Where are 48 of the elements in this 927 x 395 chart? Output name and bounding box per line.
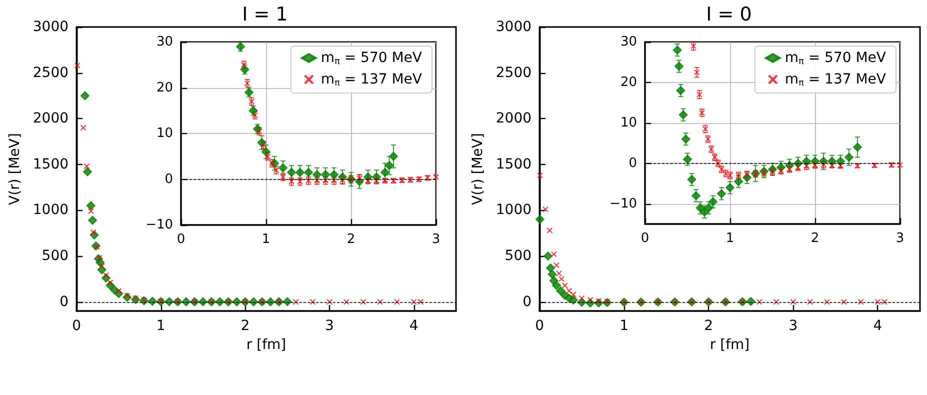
x-tick-label: 4 <box>873 318 882 334</box>
y-tick-label: 2000 <box>496 110 532 127</box>
x-tick-label: 3 <box>432 232 440 247</box>
x-tick-label: 3 <box>325 318 334 334</box>
chart-title: I = 0 <box>706 4 752 26</box>
y-tick-label: 0 <box>60 294 69 310</box>
y-tick-label: −10 <box>610 196 637 212</box>
x-axis-title: r [fm] <box>246 336 286 353</box>
y-tick-label: 0 <box>628 156 637 171</box>
y-tick-label: 2500 <box>496 64 532 81</box>
y-tick-label: −10 <box>146 218 173 232</box>
chart-title: I = 1 <box>242 4 288 26</box>
y-tick-label: 2000 <box>32 110 69 127</box>
y-tick-label: 30 <box>620 34 637 50</box>
x-tick-label: 4 <box>409 318 418 334</box>
y-tick-label: 20 <box>620 74 637 90</box>
y-tick-label: 500 <box>504 248 532 264</box>
y-tick-label: 1500 <box>496 156 532 172</box>
y-tick-label: 20 <box>156 80 173 96</box>
y-axis-title: V(r) [MeV] <box>470 133 486 205</box>
y-tick-label: 1000 <box>496 202 532 218</box>
y-tick-label: 500 <box>42 248 69 264</box>
x-tick-label: 3 <box>788 318 798 334</box>
y-tick-label: 1500 <box>32 156 69 172</box>
x-tick-label: 2 <box>810 231 820 246</box>
y-tick-label: 3000 <box>32 19 69 35</box>
y-tick-label: 10 <box>620 115 637 130</box>
x-axis-title: r [fm] <box>710 336 750 353</box>
x-tick-label: 2 <box>704 318 714 334</box>
x-tick-label: 2 <box>240 318 250 334</box>
y-tick-label: 3000 <box>496 19 532 35</box>
y-axis-title: V(r) [MeV] <box>7 133 23 205</box>
y-tick-label: 0 <box>164 172 173 187</box>
x-tick-label: 3 <box>896 231 904 246</box>
x-tick-label: 0 <box>176 232 186 247</box>
x-tick-label: 0 <box>72 318 81 334</box>
x-tick-label: 1 <box>262 232 270 247</box>
y-tick-label: 10 <box>156 126 173 141</box>
y-tick-label: 0 <box>522 294 532 310</box>
x-tick-label: 2 <box>346 232 356 247</box>
x-tick-label: 0 <box>640 231 650 246</box>
x-tick-label: 1 <box>620 318 629 334</box>
y-tick-label: 30 <box>156 34 173 50</box>
x-tick-label: 1 <box>156 318 166 334</box>
x-tick-label: 0 <box>535 318 544 334</box>
x-tick-label: 1 <box>726 231 734 246</box>
y-tick-label: 2500 <box>32 64 69 81</box>
y-tick-label: 1000 <box>32 202 69 218</box>
